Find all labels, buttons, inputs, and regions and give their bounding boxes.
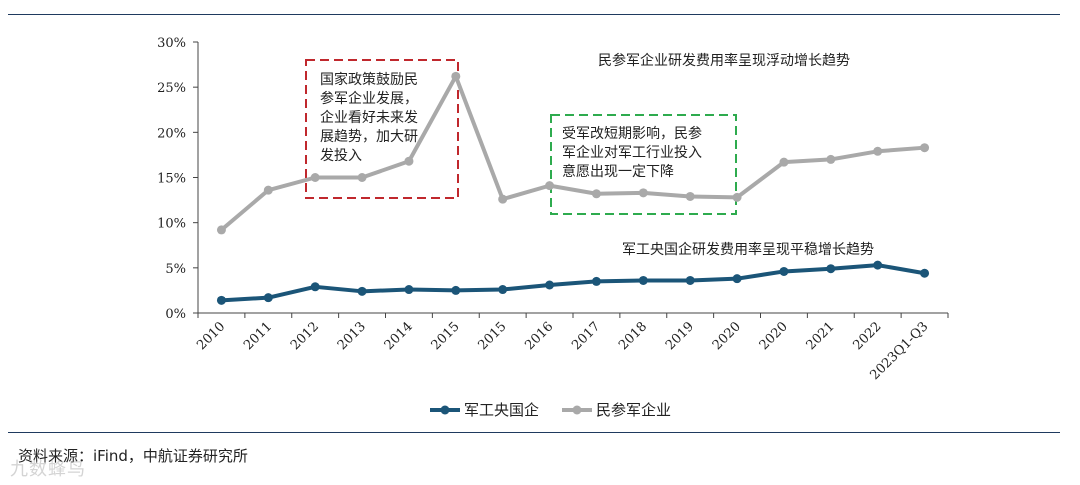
private-data-point [638,188,648,198]
policy-line-1: 国家政策鼓励民 [320,71,418,88]
private-series-line [219,74,927,232]
soe-data-point [638,275,648,285]
policy-line-2: 参军企业发展， [320,90,418,107]
soe-series-line [219,263,927,303]
private-data-point [498,194,508,204]
private-data-point [732,192,742,202]
private-data-point [826,154,836,164]
policy-line-4: 展趋势，加大研 [320,129,418,145]
legend-soe-label: 军工央国企 [464,401,539,419]
legend-private-label: 民参军企业 [596,401,671,419]
private-data-point [545,181,555,191]
x-tick-label: 2021 [804,319,838,353]
y-tick-label: 30% [157,36,186,51]
private-data-point [685,191,695,201]
reform-annotation-text: 受军改短期影响，民参 军企业对军工行业投入 意愿出现一定下降 [562,125,706,180]
private-trend-label: 民参军企业研发费用率呈现浮动增长趋势 [598,52,850,69]
soe-data-point [685,275,695,285]
soe-data-point [310,282,320,292]
private-data-point [357,173,367,182]
private-data-point [310,173,320,182]
reform-line-2: 军企业对军工行业投入 [562,144,702,161]
x-tick-label: 2010 [194,319,228,353]
bottom-rule [8,432,1060,433]
private-data-point [920,143,930,153]
reform-line-1: 受军改短期影响，民参 [562,125,702,142]
y-tick-label: 10% [157,217,186,232]
policy-line-5: 发投入 [320,148,362,164]
rd-expense-ratio-chart: 0% 5% 10% 15% 20% 25% 30% 2010 2011 2012 2013 2014 2… [157,36,949,419]
soe-data-point [826,264,836,274]
legend-private-marker [572,405,582,415]
soe-data-point [451,285,461,295]
x-tick-label: 2014 [382,319,416,353]
legend-soe-marker [440,405,450,415]
x-tick-label: 2020 [757,319,791,353]
legend: 军工央国企 民参军企业 [430,401,671,419]
soe-trend-label: 军工央国企研发费用率呈现平稳增长趋势 [622,241,874,258]
soe-data-point [404,285,414,295]
private-data-point [591,189,601,199]
private-data-point [404,156,414,166]
y-tick-label: 20% [157,126,186,141]
x-tick-label: 2018 [616,319,650,353]
policy-annotation-text: 国家政策鼓励民 参军企业发展， 企业看好未来发 展趋势，加大研 发投入 [320,71,422,164]
private-data-point [451,71,461,81]
y-tick-label: 0% [165,307,186,322]
x-tick-label: 2022 [851,319,885,353]
watermark: 九数蜂鸟 [10,459,86,480]
policy-annotation-box [305,59,459,199]
soe-data-point [498,285,508,295]
x-tick-label: 2019 [663,319,697,353]
y-tick-label: 15% [157,172,186,187]
x-tick-label: 2016 [522,319,556,353]
private-data-point [263,185,273,195]
policy-line-3: 企业看好未来发 [320,109,418,126]
soe-data-point [920,268,930,278]
x-tick-label: 2013 [335,319,369,353]
soe-data-point [779,266,789,276]
x-tick-label: 2015 [429,319,463,353]
source-note: 资料来源：iFind，中航证券研究所 [18,447,248,465]
y-tick-label: 5% [165,262,186,277]
reform-line-3: 意愿出现一定下降 [562,163,674,180]
x-tick-label: 2011 [241,319,275,353]
private-data-point [873,146,883,156]
x-tick-label: 2020 [710,319,744,353]
private-data-point [216,225,226,235]
soe-data-point [591,276,601,286]
private-data-point [779,157,789,167]
x-tick-label: 2017 [569,319,603,353]
soe-data-point [732,274,742,284]
top-rule [8,14,1060,15]
y-tick-label: 25% [157,81,186,96]
soe-data-point [873,260,883,270]
x-tick-label: 2012 [288,319,322,353]
soe-data-point [263,293,273,303]
soe-data-point [357,286,367,296]
reform-annotation-box [550,114,737,215]
soe-data-point [545,280,555,290]
x-tick-label: 2015 [476,319,510,353]
soe-data-point [216,295,226,305]
